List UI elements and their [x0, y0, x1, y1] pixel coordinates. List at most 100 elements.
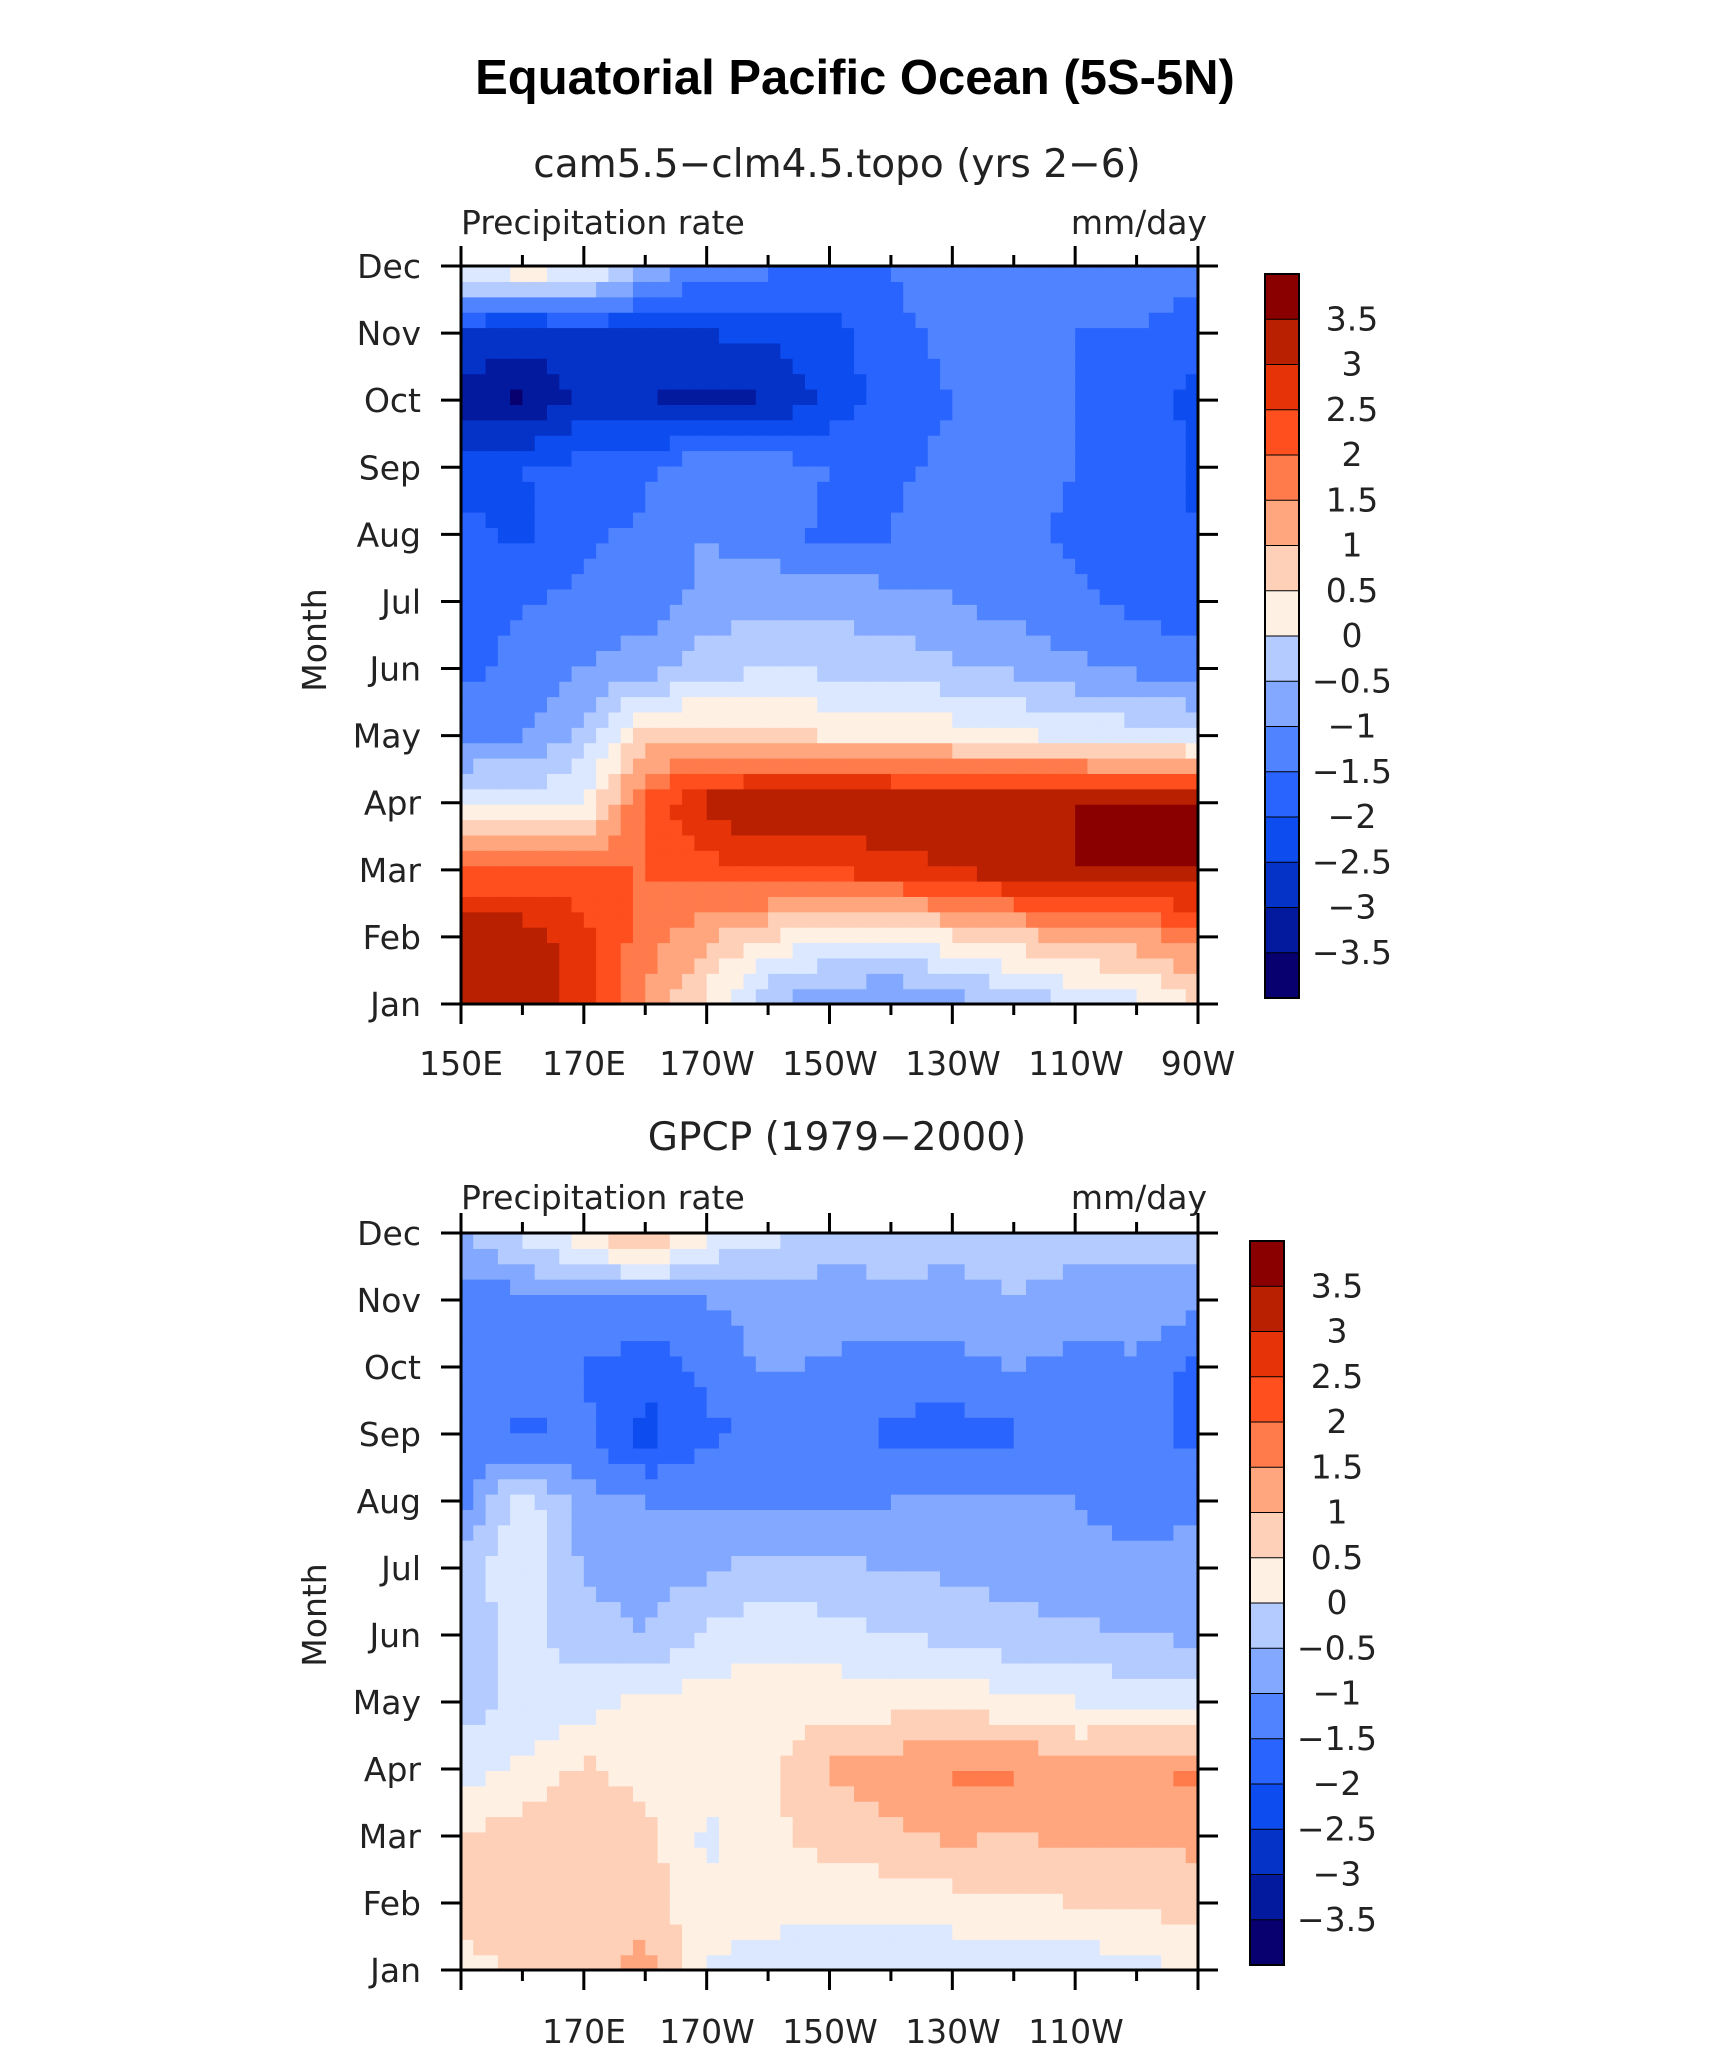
heatmap-cell	[461, 727, 474, 744]
heatmap-cell	[534, 788, 548, 805]
heatmap-cell	[1099, 342, 1113, 359]
heatmap-cell	[1038, 573, 1052, 590]
heatmap-cell	[1038, 619, 1052, 636]
heatmap-cell	[485, 988, 499, 1005]
heatmap-cell	[571, 804, 585, 821]
colorbar-label: 2	[1342, 435, 1363, 474]
heatmap-cell	[485, 1586, 499, 1603]
heatmap-cell	[559, 988, 573, 1005]
heatmap-cell	[485, 1570, 499, 1587]
heatmap-cell	[829, 1540, 843, 1557]
heatmap-cell	[596, 942, 609, 959]
heatmap-cell	[706, 1954, 720, 1971]
heatmap-cell	[731, 527, 745, 544]
heatmap-cell	[804, 358, 818, 375]
heatmap-cell	[682, 1463, 695, 1480]
heatmap-cell	[718, 1570, 732, 1587]
heatmap-cell	[669, 881, 683, 897]
heatmap-cell	[645, 773, 659, 790]
heatmap-cell	[706, 696, 720, 713]
heatmap-cell	[878, 1785, 892, 1802]
heatmap-cell	[878, 481, 892, 498]
heatmap-cell	[768, 635, 781, 651]
heatmap-cell	[1161, 450, 1175, 467]
heatmap-cell	[804, 312, 818, 329]
heatmap-cell	[927, 1708, 941, 1725]
heatmap-cell	[915, 742, 929, 759]
heatmap-cell	[522, 435, 536, 452]
heatmap-cell	[1062, 1847, 1076, 1864]
heatmap-cell	[694, 819, 708, 836]
heatmap-cell	[608, 1601, 622, 1618]
heatmap-cell	[1075, 558, 1089, 575]
heatmap-cell	[1038, 588, 1052, 605]
heatmap-cell	[620, 435, 634, 452]
heatmap-cell	[1173, 1908, 1187, 1925]
heatmap-cell	[903, 358, 917, 375]
heatmap-cell	[768, 773, 781, 790]
heatmap-cell	[620, 358, 634, 375]
heatmap-cell	[608, 312, 622, 329]
heatmap-cell	[866, 711, 880, 728]
heatmap-cell	[620, 1708, 634, 1725]
heatmap-cell	[927, 1693, 941, 1710]
heatmap-cell	[915, 819, 929, 836]
heatmap-cell	[510, 1632, 524, 1649]
heatmap-cell	[878, 1524, 892, 1541]
heatmap-cell	[792, 1616, 806, 1633]
heatmap-cell	[768, 711, 781, 728]
heatmap-cell	[571, 742, 585, 759]
heatmap-cell	[669, 588, 683, 605]
heatmap-cell	[559, 742, 573, 759]
heatmap-cell	[1013, 373, 1027, 390]
heatmap-cell	[940, 1862, 953, 1879]
heatmap-cell	[596, 496, 609, 513]
heatmap-cell	[718, 1586, 732, 1603]
heatmap-cell	[829, 742, 843, 759]
heatmap-cell	[1173, 342, 1187, 359]
heatmap-cell	[1161, 1540, 1175, 1557]
heatmap-cell	[768, 404, 781, 421]
heatmap-cell	[1050, 865, 1064, 882]
heatmap-cell	[878, 1478, 892, 1495]
heatmap-cell	[1136, 573, 1150, 590]
heatmap-cell	[608, 1862, 622, 1879]
heatmap-cell	[854, 834, 867, 851]
heatmap-cell	[546, 1632, 560, 1649]
heatmap-cell	[620, 327, 634, 344]
heatmap-cell	[780, 1524, 794, 1541]
heatmap-cell	[510, 973, 524, 990]
heatmap-cell	[1087, 1524, 1101, 1541]
heatmap-cell	[976, 1616, 990, 1633]
heatmap-cell	[1185, 1555, 1199, 1572]
heatmap-cell	[890, 911, 904, 928]
heatmap-cell	[534, 527, 548, 544]
heatmap-cell	[718, 266, 732, 282]
heatmap-cell	[1087, 1801, 1101, 1818]
heatmap-cell	[571, 850, 585, 867]
heatmap-cell	[768, 834, 781, 851]
heatmap-cell	[768, 389, 781, 405]
heatmap-cell	[940, 527, 953, 544]
colorbar-box	[1264, 907, 1300, 954]
heatmap-cell	[890, 650, 904, 667]
heatmap-cell	[854, 435, 867, 452]
heatmap-cell	[718, 604, 732, 621]
heatmap-cell	[1087, 773, 1101, 790]
heatmap-cell	[657, 419, 671, 436]
heatmap-cell	[829, 727, 843, 744]
heatmap-cell	[546, 1478, 560, 1495]
heatmap-cell	[1013, 973, 1027, 990]
heatmap-cell	[694, 1570, 708, 1587]
heatmap-cell	[669, 1509, 683, 1526]
heatmap-cell	[804, 988, 818, 1005]
heatmap-cell	[682, 911, 695, 928]
heatmap-cell	[1136, 373, 1150, 390]
heatmap-cell	[1013, 788, 1027, 805]
heatmap-cell	[1087, 419, 1101, 436]
heatmap-cell	[1075, 1755, 1089, 1771]
heatmap-cell	[927, 619, 941, 636]
heatmap-cell	[915, 1632, 929, 1649]
heatmap-cell	[1062, 1893, 1076, 1910]
heatmap-cell	[915, 573, 929, 590]
